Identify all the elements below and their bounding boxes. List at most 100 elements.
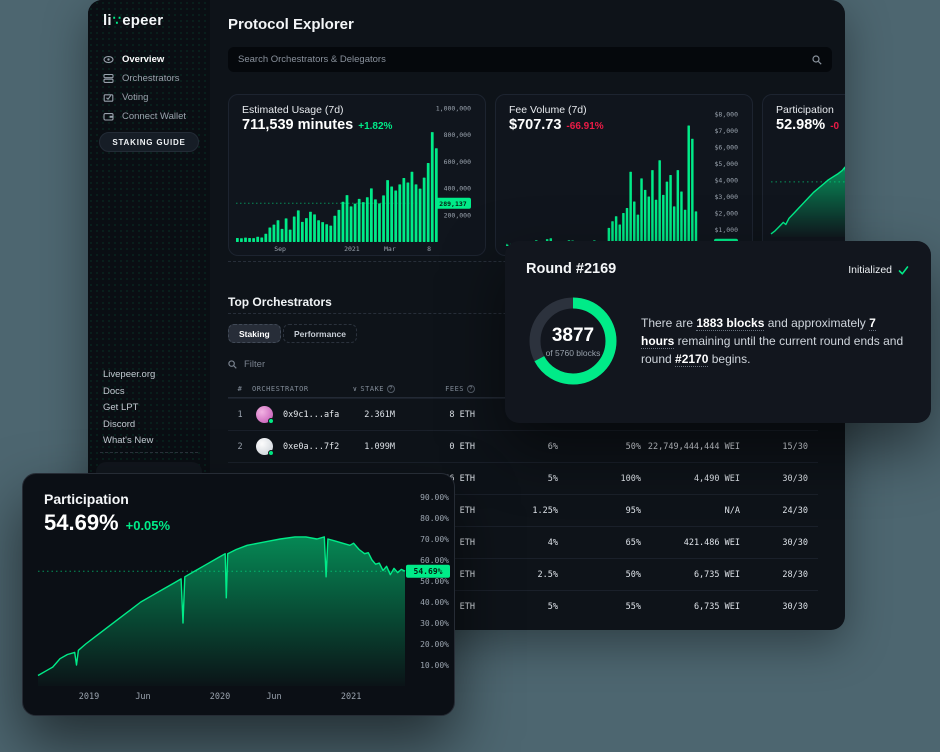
y-axis-tick: 200,000 (444, 212, 471, 220)
chart-value: 711,539 minutes+1.82% (242, 117, 392, 133)
chart-value: $707.73-66.91% (509, 117, 604, 133)
column-label: # (238, 385, 243, 393)
sidebar-item-label: Orchestrators (122, 73, 180, 84)
page-title: Protocol Explorer (228, 16, 354, 33)
x-axis-tick: 2021 (344, 245, 360, 253)
cell-c5: 5% (475, 602, 558, 612)
sidebar-item-label: Overview (122, 54, 164, 65)
card-fee-volume[interactable]: Fee Volume (7d) $707.73-66.91% $8,000$7,… (495, 94, 753, 256)
tab-performance[interactable]: Performance (283, 324, 357, 343)
y-axis-tick: 90.00% (420, 493, 449, 502)
cell-c7: N/A (641, 506, 740, 516)
check-icon (898, 265, 909, 276)
table-row[interactable]: 20xe0a...7f21.099M0 ETH6%50%22,749,444,4… (228, 430, 818, 462)
participation-card: Participation 54.69% +0.05% 90.00% 80.00% 7… (22, 473, 455, 716)
sidebar-item-overview[interactable]: Overview (103, 52, 164, 66)
orchestrators-icon (103, 73, 114, 84)
y-axis-tick: 60.00% (420, 556, 449, 565)
sidebar-link-livepeer-org[interactable]: Livepeer.org (103, 369, 155, 380)
cell-c8: 28/30 (740, 570, 808, 580)
cell-c8: 24/30 (740, 506, 808, 516)
chart-title: Fee Volume (7d) (509, 104, 587, 116)
sidebar-link-docs[interactable]: Docs (103, 386, 125, 397)
round-status: Initialized (848, 264, 909, 276)
sidebar-item-label: Connect Wallet (122, 111, 186, 122)
cell-c7: 6,735 WEI (641, 570, 740, 580)
donut-center: 3877 of 5760 blocks (523, 291, 623, 391)
chart-title: Estimated Usage (7d) (242, 104, 344, 116)
area-fill (38, 537, 405, 686)
y-axis-tick: 40.00% (420, 598, 449, 607)
cell-c8: 30/30 (740, 474, 808, 484)
round-message-text: and approximately (764, 316, 869, 330)
round-status-label: Initialized (848, 264, 892, 276)
status-dot (268, 450, 274, 455)
sidebar-link-discord[interactable]: Discord (103, 419, 135, 430)
sidebar-item-connect-wallet[interactable]: Connect Wallet (103, 109, 186, 123)
y-axis-tick: $2,000 (715, 209, 739, 217)
cell-stake: 1.099M (340, 442, 395, 452)
chart-delta: +1.82% (358, 121, 392, 132)
livepeer-logo[interactable]: li∵epeer (103, 12, 163, 29)
eye-icon (103, 54, 114, 65)
cell-c6: 65% (558, 538, 641, 548)
chart-delta: -66.91% (566, 121, 603, 132)
svg-text:54.69%: 54.69% (414, 567, 443, 576)
participation-delta: +0.05% (126, 518, 170, 533)
staking-guide-button[interactable]: STAKING GUIDE (99, 132, 199, 152)
sidebar-item-orchestrators[interactable]: Orchestrators (103, 71, 180, 85)
y-axis-tick: $5,000 (715, 160, 739, 168)
y-axis-tick: 20.00% (420, 640, 449, 649)
cell-c6: 95% (558, 506, 641, 516)
logo-dots-icon: ∵ (112, 13, 122, 28)
column-header-#: # (228, 385, 252, 393)
chart-value: 52.98%-0 (776, 117, 839, 133)
cell-c5: 4% (475, 538, 558, 548)
card-participation-mini[interactable]: Participation 52.98%-0 (762, 94, 845, 256)
blocks-total-label: of 5760 blocks (546, 348, 601, 358)
cell-rank: 2 (228, 442, 252, 452)
column-label: ORCHESTRATOR (252, 385, 309, 393)
column-label: FEES (445, 385, 464, 393)
x-axis-tick: 8 (427, 245, 431, 253)
y-axis-tick: $4,000 (715, 176, 739, 184)
x-axis-tick: 2020 (210, 692, 230, 702)
tab-staking[interactable]: Staking (228, 324, 281, 343)
y-axis-tick: 80.00% (420, 514, 449, 523)
cell-rank: 1 (228, 410, 252, 420)
participation-title: Participation (44, 491, 129, 507)
round-message-highlight: 1883 blocks (696, 316, 764, 331)
y-axis-tick: 70.00% (420, 535, 449, 544)
cell-c6: 50% (558, 570, 641, 580)
cell-c7: 4,490 WEI (641, 474, 740, 484)
orchestrator-address[interactable]: 0xe0a...7f2 (283, 442, 339, 452)
column-header-orchestrator: ORCHESTRATOR (252, 385, 340, 393)
column-header-stake[interactable]: ∨STAKE? (340, 385, 395, 393)
card-estimated-usage[interactable]: Estimated Usage (7d) 711,539 minutes+1.8… (228, 94, 486, 256)
cell-c8: 15/30 (740, 442, 808, 452)
blocks-elapsed-value: 3877 (552, 325, 594, 347)
sidebar-item-voting[interactable]: Voting (103, 90, 148, 104)
chart-delta: -0 (830, 121, 839, 132)
help-icon[interactable]: ? (387, 385, 395, 393)
sidebar-divider (100, 452, 198, 453)
cell-c5: 6% (475, 442, 558, 452)
x-axis-tick: Jun (135, 692, 150, 702)
search-bar (228, 47, 832, 72)
help-icon[interactable]: ? (467, 385, 475, 393)
column-header-fees: FEES? (395, 385, 475, 393)
sidebar-link-get-lpt[interactable]: Get LPT (103, 402, 138, 413)
column-label: STAKE (360, 385, 384, 393)
round-title: Round #2169 (526, 261, 616, 277)
search-input[interactable] (238, 54, 812, 65)
cell-stake: 2.361M (340, 410, 395, 420)
y-axis-tick: $6,000 (715, 143, 739, 151)
sidebar-link-what-s-new[interactable]: What's New (103, 435, 153, 446)
cell-address: 0xe0a...7f2 (252, 438, 340, 455)
y-axis-tick: 400,000 (444, 185, 471, 193)
orchestrator-address[interactable]: 0x9c1...afa (283, 410, 339, 420)
area-fill (771, 167, 845, 237)
y-axis-tick: 50.00% (420, 577, 449, 586)
y-axis-tick: 1,000,000 (436, 104, 471, 112)
cell-c8: 30/30 (740, 538, 808, 548)
